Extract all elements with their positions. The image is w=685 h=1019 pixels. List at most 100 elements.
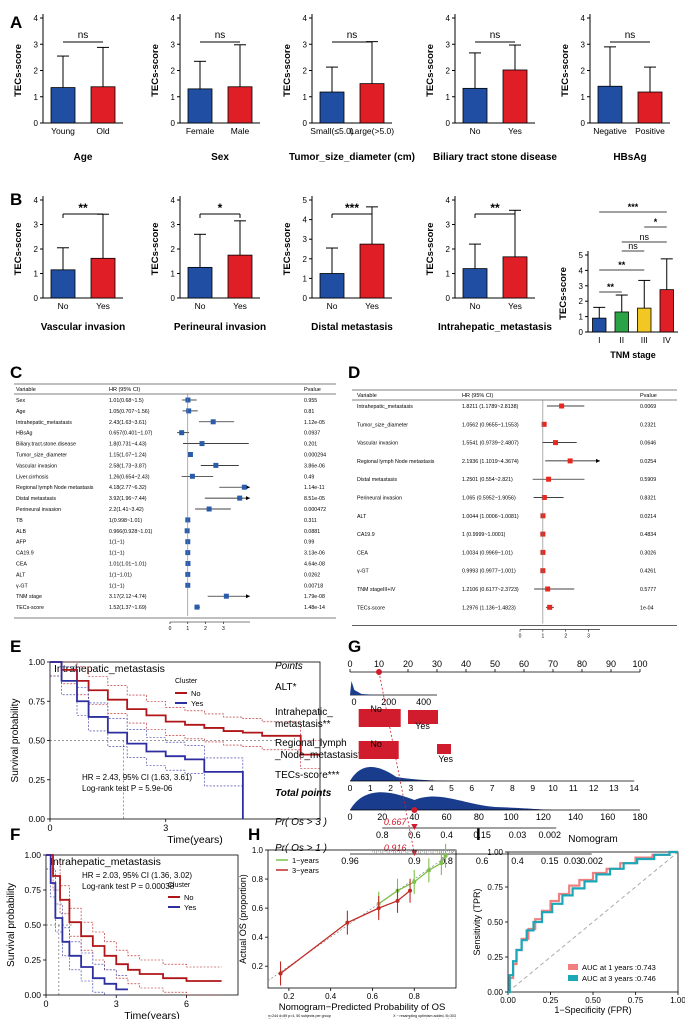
points-tick-label: 100 xyxy=(632,659,647,669)
y-tick-label: 1 xyxy=(579,313,584,322)
significance-label: ** xyxy=(78,201,88,215)
y-axis-label: TECs-score xyxy=(425,223,436,276)
row-hr-ci: 0.9993 (0.9977~1.001) xyxy=(462,569,516,575)
y-tick-label: 1.00 xyxy=(28,657,45,667)
calibration-point xyxy=(439,861,444,866)
y-tick-label: 0 xyxy=(303,294,308,303)
y-tick-label: 5 xyxy=(303,196,308,205)
category-label: No xyxy=(195,301,206,311)
table-header: Variable xyxy=(357,393,377,399)
y-axis-label: Actual OS (proportion) xyxy=(238,874,248,964)
hr-point xyxy=(541,421,547,427)
y-axis-label: Survival probability xyxy=(10,699,21,783)
row-variable: ALT xyxy=(16,572,26,578)
ci-band-upper xyxy=(46,854,222,968)
row-hr-ci: 3.17(2.12~4.74) xyxy=(109,594,147,600)
category-label: No xyxy=(470,126,481,136)
ci-band-lower xyxy=(50,675,244,819)
y-tick-label: 1 xyxy=(446,270,451,279)
y-tick-label: 2 xyxy=(34,67,39,76)
legend-label: No xyxy=(191,689,201,698)
points-tick-label: 70 xyxy=(548,659,558,669)
row-hr-ci: 1(1~1.01) xyxy=(109,572,132,578)
y-tick-label: 3 xyxy=(303,40,308,49)
tecs-tick-label: 6 xyxy=(469,783,474,793)
x-tick-label: 0.8 xyxy=(409,992,421,1001)
hr-point xyxy=(547,604,553,610)
y-tick-label: 0.25 xyxy=(487,953,503,962)
category-box-yes xyxy=(408,710,438,724)
pr3-value: 0.667 xyxy=(384,817,408,827)
row-hr-ci: 1.52(1.37~1.69) xyxy=(109,605,147,611)
row-hr-ci: 1.26(0.654~2.43) xyxy=(109,474,150,480)
x-tick-label: 0.6 xyxy=(367,992,379,1001)
alt-tick-label: 0 xyxy=(351,697,356,707)
significance-label: ns xyxy=(78,30,89,41)
y-tick-label: 3 xyxy=(581,40,586,49)
chart-title: Age xyxy=(74,152,93,163)
row-variable: Distal metastasis xyxy=(16,496,56,502)
chart-title: Nomogram xyxy=(568,834,617,845)
x-tick-label: 3 xyxy=(114,999,119,1009)
row-variable: CEA xyxy=(357,550,368,556)
stat-text: HR = 2.43, 95% CI (1.63, 3.61) xyxy=(82,773,192,782)
y-tick-label: 2 xyxy=(171,67,176,76)
footnote-text: n=244 d=89 p=4, 50 subjects per group xyxy=(268,1014,331,1018)
y-tick-label: 0 xyxy=(34,294,39,303)
y-tick-label: 2 xyxy=(303,67,308,76)
significance-label: ns xyxy=(347,30,358,41)
total-distribution xyxy=(350,792,560,810)
x-tick-label: 2 xyxy=(564,634,567,640)
row-variable: AFP xyxy=(16,540,27,546)
legend-title: Cluster xyxy=(168,882,191,889)
y-tick-label: 0.50 xyxy=(24,920,41,930)
bar xyxy=(462,268,488,299)
x-tick-label: 0.2 xyxy=(283,992,295,1001)
row-hr-ci: 2.43(1.63~3.61) xyxy=(109,420,147,426)
legend-title: Cluster xyxy=(175,678,198,685)
row-hr-ci: 1.01(0.68~1.5) xyxy=(109,398,144,404)
y-tick-label: 1 xyxy=(581,93,586,102)
y-axis-label: TECs-score xyxy=(150,44,161,97)
category-label: IV xyxy=(663,335,671,345)
tecs-tick-label: 8 xyxy=(510,783,515,793)
y-tick-label: 3 xyxy=(171,40,176,49)
y-tick-label: 0 xyxy=(171,294,176,303)
y-axis-label: Survival probability xyxy=(6,883,17,967)
category-label: Yes xyxy=(438,754,453,764)
y-tick-label: 4 xyxy=(34,196,39,205)
pr1-tick-label: 0.96 xyxy=(341,856,359,866)
row-pvalue: 0.0254 xyxy=(640,459,656,465)
row-pvalue: 0.000294 xyxy=(304,453,326,459)
y-tick-label: 3 xyxy=(579,282,584,291)
pr3-tick-label: 0.002 xyxy=(539,830,562,840)
y-tick-label: 0.00 xyxy=(28,814,45,824)
stat-text: Log-rank test P = 5.9e-06 xyxy=(82,784,173,793)
row-hr-ci: 1.15(1.07~1.24) xyxy=(109,453,147,459)
pr3-tick-label: 0.4 xyxy=(440,830,453,840)
row-variable: Distal metastasis xyxy=(357,477,397,483)
panel-letter-b: B xyxy=(10,190,22,209)
total-tick-label: 100 xyxy=(504,812,519,822)
row-hr-ci: 1(1~1) xyxy=(109,551,125,557)
row-variable: CEA xyxy=(16,562,27,568)
x-tick-label: 3 xyxy=(222,626,225,632)
nomogram-row-label: Regional_lymph xyxy=(275,738,347,749)
chart-title: Perineural invasion xyxy=(174,322,266,333)
y-tick-label: 4 xyxy=(446,14,451,23)
category-box-no xyxy=(358,741,399,759)
footnote-text: X − resampling optimism added, B=303 xyxy=(393,1014,456,1018)
row-variable: Intrahepatic_metastasis xyxy=(357,404,413,410)
selected-total-marker xyxy=(411,807,418,813)
significance-label: ns xyxy=(490,30,501,41)
ci-arrow xyxy=(246,485,250,490)
panel-letter-f: F xyxy=(10,825,20,844)
y-tick-label: 0.25 xyxy=(28,775,45,785)
category-box-no xyxy=(358,709,401,727)
total-tick-label: 40 xyxy=(409,812,419,822)
table-header: HR (95% CI) xyxy=(109,387,140,393)
points-tick-label: 50 xyxy=(490,659,500,669)
y-tick-label: 0.00 xyxy=(24,990,41,1000)
bar xyxy=(359,83,385,124)
category-label: Yes xyxy=(233,301,247,311)
